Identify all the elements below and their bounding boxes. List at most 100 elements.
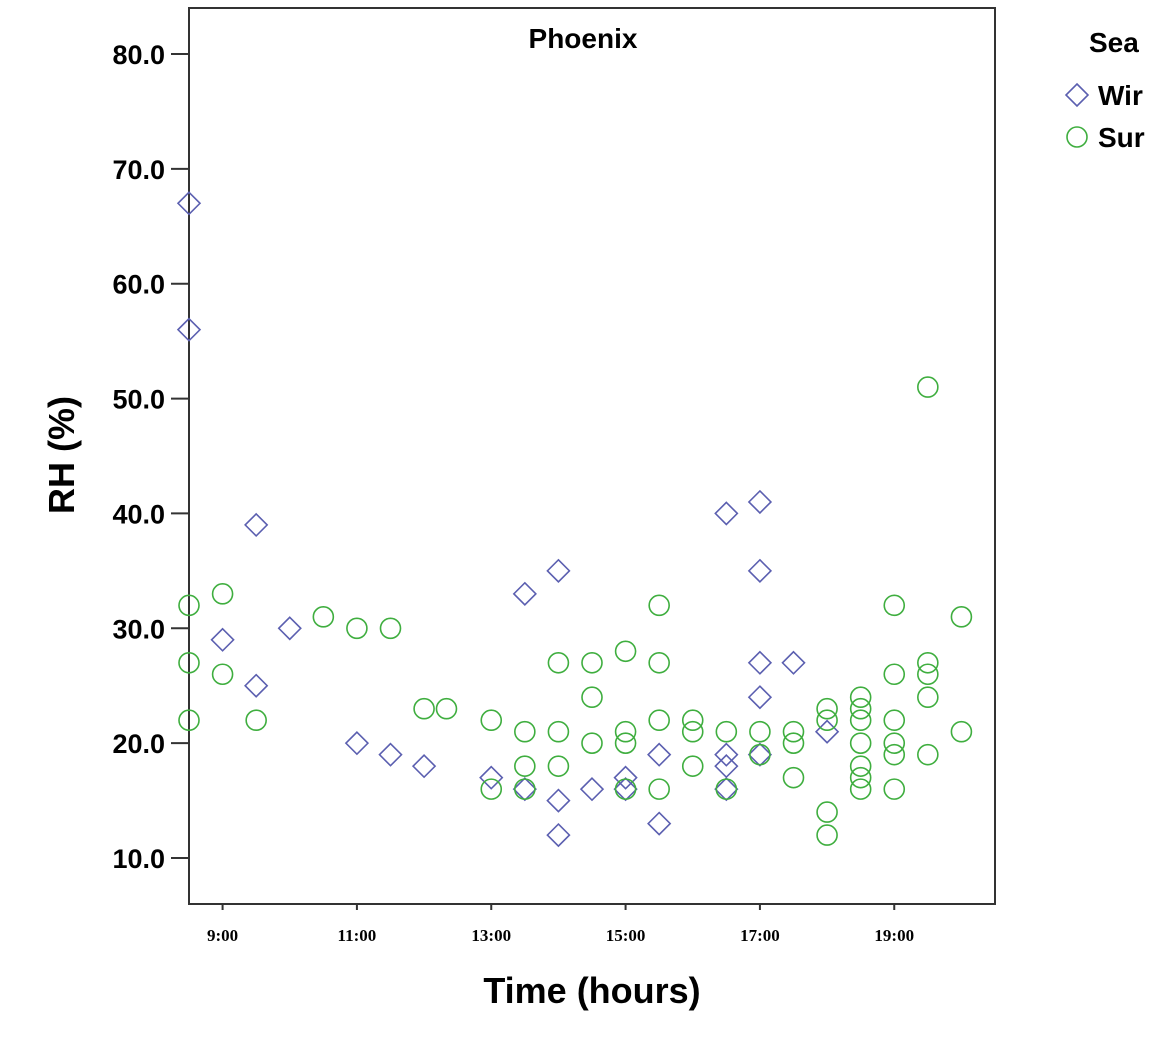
data-point-circle [749,743,771,766]
data-point-diamond [613,776,638,802]
data-point-diamond [344,731,370,756]
data-point-circle [782,766,805,789]
data-point-circle [547,755,570,777]
data-point-circle [782,732,805,754]
data-point-circle [917,663,939,686]
y-tick-label: 40.0 [112,499,165,529]
data-point-circle [581,651,603,674]
data-point-circle [950,720,973,743]
data-point-circle [614,640,637,663]
data-point-circle [379,617,402,640]
data-point-circle [849,697,872,720]
data-point-circle [883,709,906,732]
data-point-circle [245,709,267,732]
data-point-circle [917,743,939,766]
data-point-circle [849,686,872,709]
data-point-circle [178,651,200,674]
y-tick-label: 20.0 [112,729,165,759]
x-axis: 9:00 11:00 13:00 15:00 17:00 19:00 [207,904,914,945]
data-point-diamond [647,811,672,836]
data-point-diamond [512,581,537,606]
data-point-circle [346,617,368,640]
data-point-diamond [378,742,403,767]
data-point-circle [849,778,872,800]
data-point-circle [950,606,973,628]
data-point-diamond [244,512,269,538]
data-point-circle [749,720,771,743]
data-point-diamond [176,191,202,216]
data-point-circle [178,709,200,732]
data-point-diamond [277,616,302,641]
x-tick-label: 9:00 [207,926,238,945]
data-point-circle [480,709,503,732]
x-tick-label: 19:00 [874,926,914,945]
y-tick-label: 80.0 [112,40,165,70]
data-point-diamond [210,627,235,652]
data-point-circle [614,720,637,743]
data-point-circle [883,732,906,754]
data-point-circle [917,686,939,709]
data-point-circle [917,376,939,398]
data-point-circle [514,778,536,800]
data-point-diamond [244,673,269,698]
y-axis: 10.0 20.0 30.0 40.0 50.0 60.0 70.0 80.0 [112,40,189,874]
data-point-circle [648,709,670,732]
data-point-circle [581,732,603,754]
data-point-circle [211,663,234,686]
data-point-circle [681,755,704,777]
x-tick-label: 15:00 [606,926,646,945]
data-point-circle [614,732,637,754]
data-point-diamond [546,788,571,813]
data-point-circle [816,801,838,823]
data-point-circle [413,697,435,720]
data-point-circle [849,732,872,754]
data-point-circle [849,766,872,789]
chart-title: Phoenix [529,23,638,54]
data-point-circle [849,755,872,777]
data-point-diamond [546,558,571,584]
data-point-circle [816,697,838,720]
data-point-diamond [714,501,739,526]
data-point-circle [514,755,536,777]
legend-circle-icon [1066,126,1088,148]
plot-frame [188,7,996,905]
data-point-circle [816,709,838,732]
data-point-circle [883,743,906,766]
data-point-diamond [579,776,605,802]
data-point-diamond [714,776,739,802]
legend-label: Wir [1098,80,1143,111]
data-point-circle [715,720,738,743]
data-point-circle [178,594,200,617]
x-axis-title: Time (hours) [483,970,700,1011]
data-point-circle [883,778,906,800]
y-tick-label: 60.0 [112,270,165,300]
data-point-diamond [647,742,672,767]
legend-diamond-icon [1064,82,1090,108]
data-point-circle [648,594,670,617]
data-point-diamond [512,776,537,802]
data-point-circle [581,686,603,709]
data-point-diamond [176,317,202,342]
data-point-circle [312,606,335,628]
data-point-circle [547,720,570,743]
x-tick-label: 17:00 [740,926,780,945]
y-tick-label: 70.0 [112,155,165,185]
data-point-circle [883,594,906,617]
data-point-circle [480,778,503,800]
data-point-diamond [781,650,806,675]
data-point-diamond [747,685,773,710]
data-points [176,191,973,848]
data-point-diamond [747,742,773,767]
data-point-diamond [479,765,504,790]
data-point-circle [917,651,939,674]
y-tick-label: 30.0 [112,614,165,644]
data-point-diamond [613,765,638,790]
y-tick-label: 50.0 [112,385,165,415]
data-point-circle [211,583,234,605]
x-tick-label: 11:00 [338,926,377,945]
data-point-circle [816,824,838,846]
legend: Sea Wir Sur [1064,27,1145,153]
data-point-circle [681,709,704,732]
y-tick-label: 10.0 [112,844,165,874]
data-point-circle [715,778,738,800]
